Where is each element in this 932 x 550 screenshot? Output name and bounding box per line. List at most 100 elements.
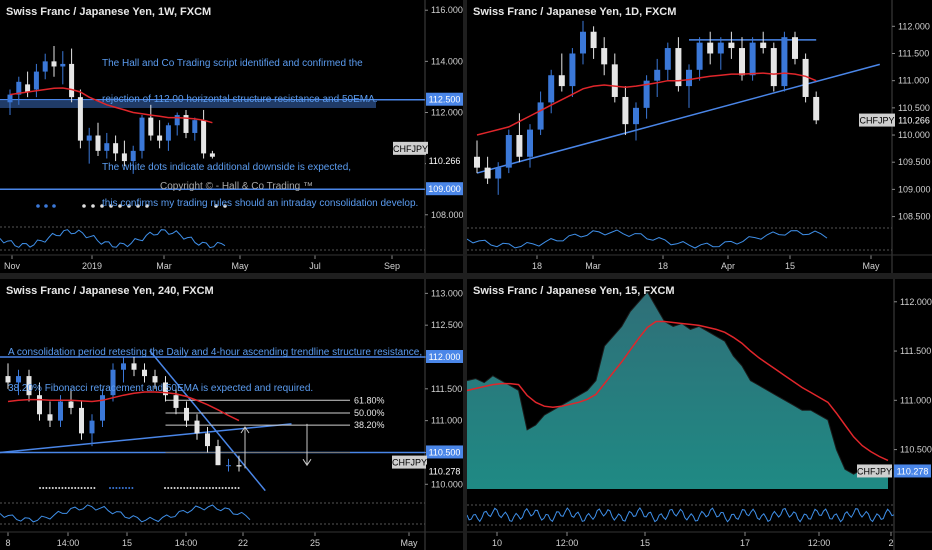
x-tick-label: 2019 [82, 261, 102, 271]
15min-chart-canvas[interactable]: 112.000 111.500 111.000 110.500 10 12:00 15 17 1… [467, 279, 932, 550]
price-tag-text: CHFJPY [393, 144, 428, 154]
candle-body [558, 75, 565, 87]
oscillator-line [0, 504, 251, 523]
signal-dot [39, 487, 41, 489]
y-tick-label: 109.000 [898, 184, 931, 194]
y-tick-label: 111.000 [898, 76, 929, 86]
ema50-line [7, 391, 240, 422]
candle-body [89, 420, 95, 434]
candle-body [675, 48, 682, 87]
price-tag [426, 153, 463, 167]
x-tick-label: 22 [238, 538, 248, 548]
candle-body [47, 414, 53, 421]
signal-dot [45, 487, 48, 489]
signal-dot [44, 204, 48, 208]
candle-body [802, 58, 809, 97]
annotation-line: A consolidation period retesting the Dai… [8, 347, 423, 358]
signal-dot [109, 487, 111, 489]
x-tick-label: 12:00 [556, 538, 579, 548]
chart-panel-weekly[interactable]: 116.000114.000112.000110.000108.000Nov20… [0, 0, 463, 273]
signal-dot [205, 487, 208, 489]
price-tag [857, 464, 892, 478]
candle-body [184, 407, 189, 421]
signal-dot [176, 487, 179, 489]
ema-line [467, 320, 889, 462]
chart-panel-daily[interactable]: 112.000 111.500 111.000 110.500 110.000 109.5… [467, 0, 932, 273]
x-tick-label: 17 [740, 538, 750, 548]
annotation-line: The white dots indicate additional downs… [102, 162, 352, 173]
candle-body [813, 96, 820, 121]
signal-dot [80, 487, 83, 489]
candle-body [495, 167, 502, 179]
x-tick-label: 8 [5, 538, 10, 548]
x-tick-label: 25 [310, 538, 320, 548]
candle-body [537, 102, 544, 130]
candle-body [183, 115, 189, 133]
annotation-line: rejection of 112.00 horizontal structure… [102, 94, 378, 105]
y-tick-label: 112.000 [431, 108, 463, 118]
signal-dot [52, 204, 56, 208]
signal-dot [58, 487, 61, 489]
x-tick-label: 15 [640, 538, 650, 548]
candle-body [121, 153, 127, 162]
signal-dot [199, 487, 202, 489]
x-tick-label: Sep [384, 261, 400, 271]
candle-body [696, 42, 703, 70]
candle-body [205, 433, 210, 447]
price-tag-text: 110.278 [897, 466, 929, 476]
candle-body [79, 407, 84, 434]
candle-body [16, 81, 22, 95]
signal-dot [82, 204, 86, 208]
y-tick-label: 109.500 [898, 157, 931, 167]
x-tick-label: Nov [4, 261, 21, 271]
candle-body [69, 63, 75, 98]
candle-body [33, 71, 39, 90]
daily-chart-canvas[interactable]: 112.000 111.500 111.000 110.500 110.000 109.5… [467, 0, 932, 273]
price-line [467, 291, 889, 475]
candle-body [173, 395, 179, 408]
price-tag-text: 110.266 [898, 116, 930, 126]
resistance-zone [0, 100, 376, 108]
ascending-trendline [476, 63, 880, 174]
candle-body [5, 376, 11, 383]
price-tag [426, 92, 463, 106]
signal-dot [42, 487, 45, 489]
signal-dot [186, 487, 189, 489]
panel-divider-horizontal[interactable] [0, 273, 932, 279]
chart-panel-15min[interactable]: 112.000 111.500 111.000 110.500 10 12:00 15 17 1… [467, 279, 932, 550]
signal-dot [228, 487, 230, 489]
chart-panel-4hour[interactable]: 113.000 112.500 112.000 111.500 111.000 110.5… [0, 279, 463, 550]
candle-body [174, 115, 180, 126]
candle-body [236, 465, 242, 467]
x-tick-label: Jul [309, 261, 321, 271]
candle-body [58, 401, 63, 421]
price-tag [426, 445, 463, 459]
price-tag-text: CHFJPY [859, 116, 894, 126]
candle-body [51, 61, 57, 67]
signal-dot [221, 487, 224, 489]
candle-body [37, 395, 42, 415]
signal-dot [189, 487, 192, 489]
x-tick-label: 15 [122, 538, 132, 548]
signal-dot [48, 487, 51, 489]
candle-body [60, 63, 66, 67]
y-tick-label: 111.500 [898, 48, 929, 58]
annotation-line [102, 130, 418, 138]
signal-dot [192, 487, 195, 489]
price-tag [392, 455, 427, 469]
weekly-chart-canvas[interactable]: 116.000114.000112.000110.000108.000Nov20… [0, 0, 463, 273]
candle-body [484, 167, 491, 179]
price-tag-text: 110.278 [429, 467, 461, 477]
signal-dot [112, 487, 115, 489]
annotation-text: The Hall and Co Trading script identifie… [102, 34, 418, 234]
candle-body [728, 42, 735, 49]
signal-dot [218, 487, 221, 489]
candle-body [152, 376, 158, 383]
price-tag [426, 464, 463, 478]
price-tag-text: CHFJPY [392, 458, 427, 468]
signal-dot [127, 204, 131, 208]
annotation-line: The Hall and Co Trading script identifie… [102, 58, 363, 69]
price-tag [894, 464, 931, 478]
price-tag [896, 113, 932, 127]
4hour-chart-canvas[interactable]: 113.000 112.500 112.000 111.500 111.000 110.5… [0, 279, 463, 550]
